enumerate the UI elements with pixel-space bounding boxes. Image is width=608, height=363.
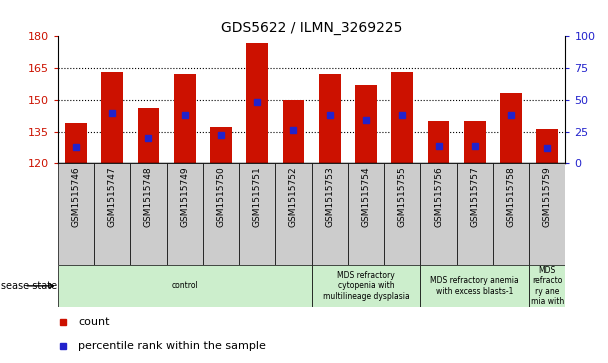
- Text: GSM1515748: GSM1515748: [144, 166, 153, 227]
- Bar: [94, 163, 130, 265]
- Text: GSM1515753: GSM1515753: [325, 166, 334, 227]
- Bar: [174, 74, 196, 163]
- Bar: [529, 163, 565, 265]
- Bar: [457, 163, 493, 265]
- Text: GSM1515747: GSM1515747: [108, 166, 117, 227]
- Text: GSM1515746: GSM1515746: [71, 166, 80, 227]
- Text: GSM1515755: GSM1515755: [398, 166, 407, 227]
- Text: GSM1515750: GSM1515750: [216, 166, 226, 227]
- Bar: [493, 163, 529, 265]
- Text: GSM1515754: GSM1515754: [362, 166, 370, 227]
- Text: MDS
refracto
ry ane
mia with: MDS refracto ry ane mia with: [531, 266, 564, 306]
- Text: MDS refractory anemia
with excess blasts-1: MDS refractory anemia with excess blasts…: [430, 276, 519, 295]
- Text: GSM1515759: GSM1515759: [543, 166, 552, 227]
- Bar: [420, 163, 457, 265]
- Bar: [283, 100, 305, 163]
- Bar: [529, 265, 565, 307]
- Text: disease state: disease state: [0, 281, 57, 291]
- Bar: [65, 123, 87, 163]
- Bar: [311, 265, 420, 307]
- Bar: [246, 43, 268, 163]
- Bar: [167, 163, 203, 265]
- Bar: [536, 130, 558, 163]
- Bar: [58, 265, 311, 307]
- Bar: [102, 72, 123, 163]
- Bar: [384, 163, 420, 265]
- Text: GSM1515751: GSM1515751: [253, 166, 261, 227]
- Bar: [500, 93, 522, 163]
- Text: GSM1515749: GSM1515749: [180, 166, 189, 227]
- Bar: [427, 121, 449, 163]
- Text: count: count: [78, 317, 109, 327]
- Bar: [58, 163, 94, 265]
- Text: control: control: [171, 281, 198, 290]
- Bar: [392, 72, 413, 163]
- Bar: [275, 163, 311, 265]
- Bar: [239, 163, 275, 265]
- Bar: [137, 108, 159, 163]
- Bar: [355, 85, 377, 163]
- Text: GSM1515756: GSM1515756: [434, 166, 443, 227]
- Title: GDS5622 / ILMN_3269225: GDS5622 / ILMN_3269225: [221, 21, 402, 35]
- Text: GSM1515757: GSM1515757: [470, 166, 479, 227]
- Bar: [203, 163, 239, 265]
- Bar: [319, 74, 340, 163]
- Bar: [130, 163, 167, 265]
- Bar: [420, 265, 529, 307]
- Bar: [311, 163, 348, 265]
- Bar: [210, 127, 232, 163]
- Text: MDS refractory
cytopenia with
multilineage dysplasia: MDS refractory cytopenia with multilinea…: [323, 271, 409, 301]
- Bar: [348, 163, 384, 265]
- Bar: [464, 121, 486, 163]
- Text: GSM1515758: GSM1515758: [506, 166, 516, 227]
- Text: GSM1515752: GSM1515752: [289, 166, 298, 227]
- Text: percentile rank within the sample: percentile rank within the sample: [78, 341, 266, 351]
